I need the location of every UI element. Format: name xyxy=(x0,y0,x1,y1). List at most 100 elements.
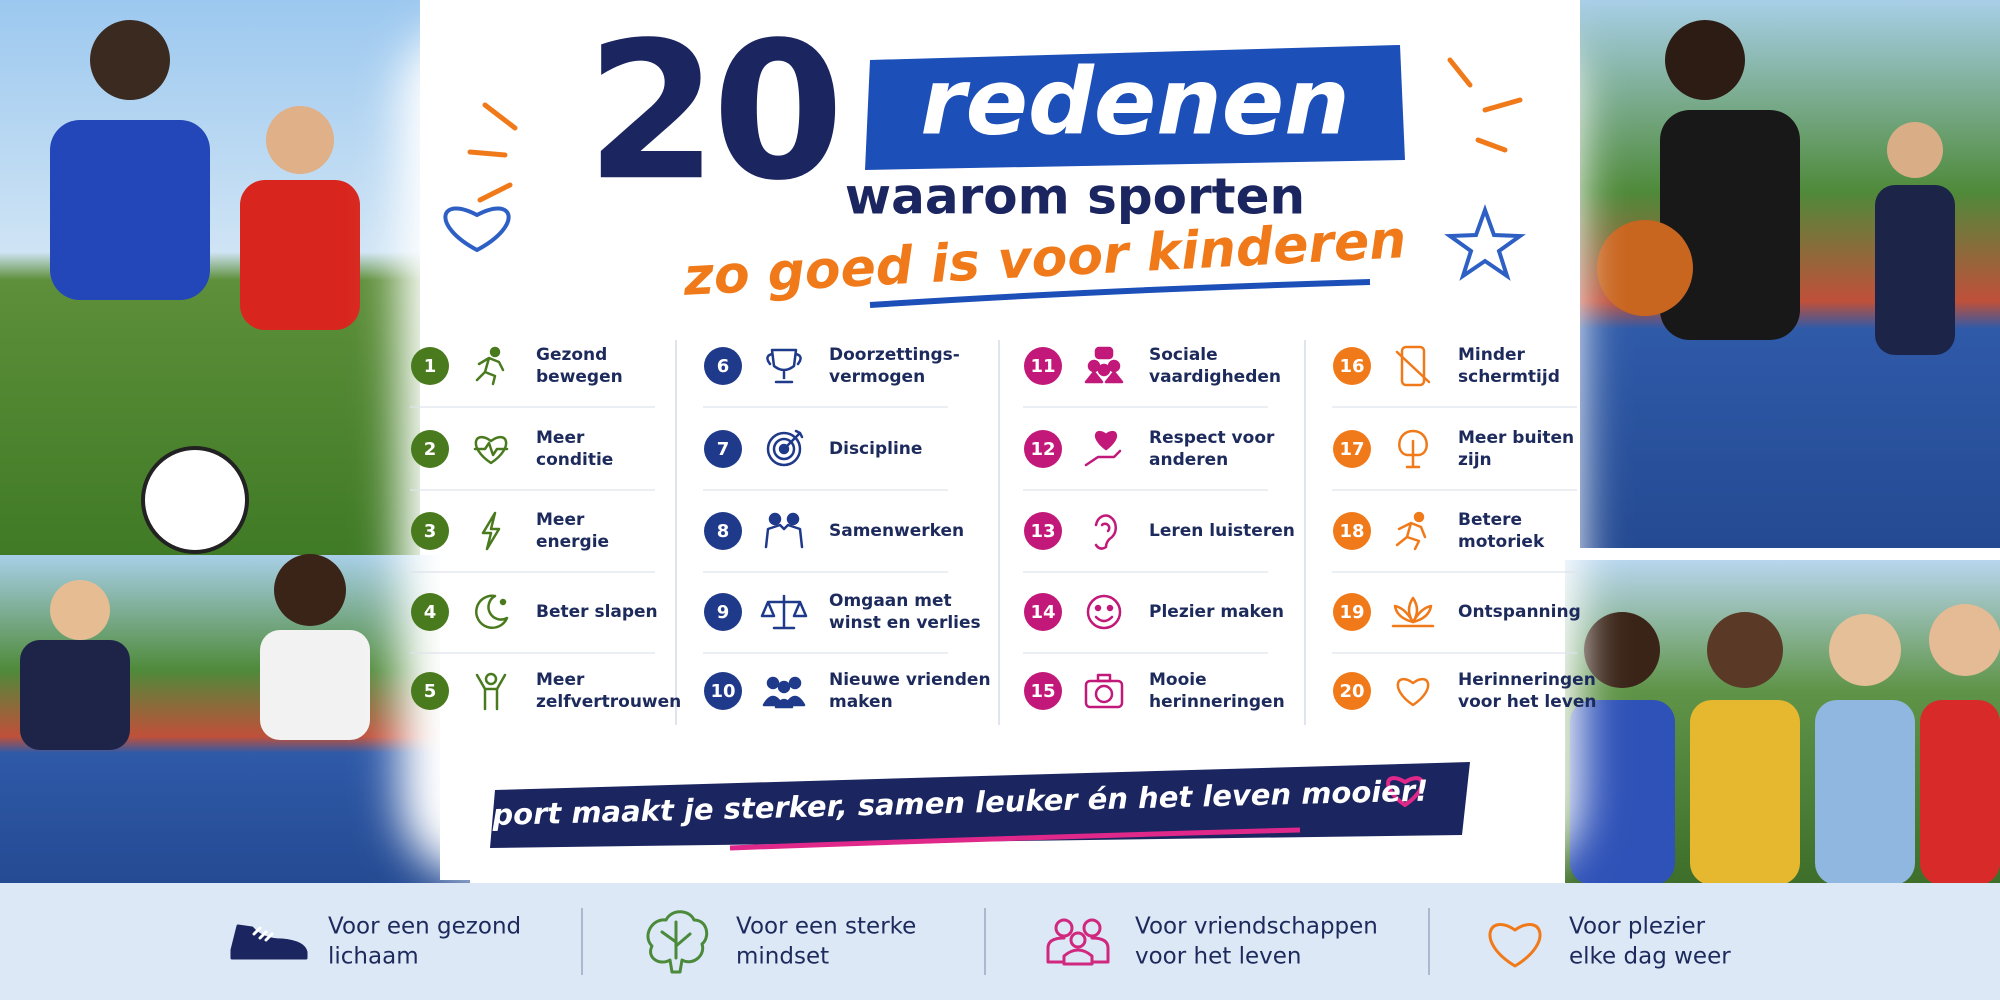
icon-shape xyxy=(1488,923,1542,968)
reason-icon xyxy=(1395,511,1427,551)
reason-number: 14 xyxy=(1030,602,1055,623)
child-figure xyxy=(1829,614,1901,686)
icon-shape xyxy=(1046,936,1110,966)
reason-label: maken xyxy=(829,692,893,712)
reason-label: Meer xyxy=(536,428,585,448)
icon-shape xyxy=(1094,604,1102,612)
icon-shape xyxy=(1396,677,1430,707)
icon-shape xyxy=(766,348,802,384)
reason-label: vaardigheden xyxy=(1149,367,1281,387)
content: 1Gezondbewegen2Meerconditie3Meerenergie4… xyxy=(230,340,1731,975)
benefit-icon xyxy=(230,924,308,960)
reason-number: 16 xyxy=(1339,356,1364,377)
header-number: 20 xyxy=(586,1,838,222)
reason-number: 1 xyxy=(424,356,437,377)
child-figure xyxy=(266,106,334,174)
reason-icon xyxy=(1084,673,1124,709)
slogan-underline xyxy=(729,827,1301,851)
icon-shape xyxy=(786,512,800,526)
icon-shape xyxy=(1107,359,1121,373)
reason-number: 11 xyxy=(1030,356,1055,377)
child-figure xyxy=(50,120,210,300)
icon-shape xyxy=(777,680,791,694)
sparkle-line xyxy=(1475,137,1508,153)
reason-label: bewegen xyxy=(536,367,623,387)
reason-icon xyxy=(475,346,505,386)
reason-label: Respect voor xyxy=(1149,428,1275,448)
benefit-label: Voor plezier xyxy=(1569,914,1706,940)
benefit-icon xyxy=(1488,923,1542,968)
heart-doodle xyxy=(1386,776,1424,808)
icon-shape xyxy=(252,926,274,942)
icon-shape xyxy=(762,695,806,709)
number-badge xyxy=(411,672,449,710)
child-figure xyxy=(240,180,360,330)
icon-shape xyxy=(1400,345,1426,387)
slogan-banner xyxy=(490,762,1470,848)
benefit-label: Voor een gezond xyxy=(328,914,521,940)
icon-shape xyxy=(760,594,808,630)
icon-shape xyxy=(1095,430,1117,451)
benefit-icon xyxy=(1046,918,1110,966)
child-figure xyxy=(1875,185,1955,355)
reason-number: 7 xyxy=(717,439,730,460)
reason-number: 3 xyxy=(424,521,437,542)
reason-label: Plezier maken xyxy=(1149,602,1284,622)
benefit-label: Voor een sterke xyxy=(736,914,916,940)
reason-number: 2 xyxy=(424,439,437,460)
icon-shape xyxy=(1094,684,1114,704)
number-badge xyxy=(1024,430,1062,468)
reason-icon xyxy=(1398,429,1428,469)
number-badge xyxy=(1024,672,1062,710)
star-doodle xyxy=(1444,204,1526,281)
icon-shape xyxy=(1086,594,1122,630)
icon-shape xyxy=(1097,363,1111,377)
reason-number: 20 xyxy=(1339,681,1364,702)
child-figure xyxy=(20,640,130,750)
reason-icon xyxy=(1396,677,1430,707)
number-badge xyxy=(704,347,742,385)
icon-shape xyxy=(1094,346,1114,360)
child-figure xyxy=(1929,604,2000,676)
reason-label: Gezond xyxy=(536,345,607,365)
reason-label: schermtijd xyxy=(1458,367,1560,387)
number-badge xyxy=(704,672,742,710)
heart-doodle xyxy=(443,206,511,253)
icon-shape xyxy=(1084,370,1124,384)
number-badge xyxy=(1333,672,1371,710)
benefit-label: voor het leven xyxy=(1135,944,1301,970)
reason-icon xyxy=(1084,346,1124,384)
reason-label: vermogen xyxy=(829,367,925,387)
child-figure xyxy=(1660,110,1800,340)
reason-icon xyxy=(1094,514,1117,550)
reason-number: 17 xyxy=(1339,439,1364,460)
icon-shape xyxy=(768,512,782,526)
reason-label: conditie xyxy=(536,450,613,470)
reason-label: energie xyxy=(536,532,609,552)
reason-label: Doorzettings- xyxy=(829,345,960,365)
icon-shape xyxy=(1084,449,1122,467)
reason-icon xyxy=(1391,596,1435,628)
icon-shape xyxy=(646,910,709,974)
icon-shape xyxy=(484,672,498,686)
child-figure xyxy=(1815,700,1915,885)
reason-label: herinneringen xyxy=(1149,692,1285,712)
reason-label: Samenwerken xyxy=(829,521,964,541)
reason-label: Ontspanning xyxy=(1458,602,1581,622)
sparkle-line xyxy=(1482,97,1523,113)
child-figure xyxy=(274,554,346,626)
reason-icon xyxy=(764,512,804,549)
reason-icon xyxy=(762,676,806,709)
reason-icon xyxy=(760,594,808,630)
number-badge xyxy=(704,430,742,468)
reason-number: 15 xyxy=(1030,681,1055,702)
reason-label: motoriek xyxy=(1458,532,1545,552)
icon-shape xyxy=(1054,918,1074,938)
icon-shape xyxy=(475,594,509,629)
number-badge xyxy=(1024,593,1062,631)
number-badge xyxy=(1333,512,1371,550)
icon-shape xyxy=(1069,931,1087,949)
number-badge xyxy=(411,430,449,468)
